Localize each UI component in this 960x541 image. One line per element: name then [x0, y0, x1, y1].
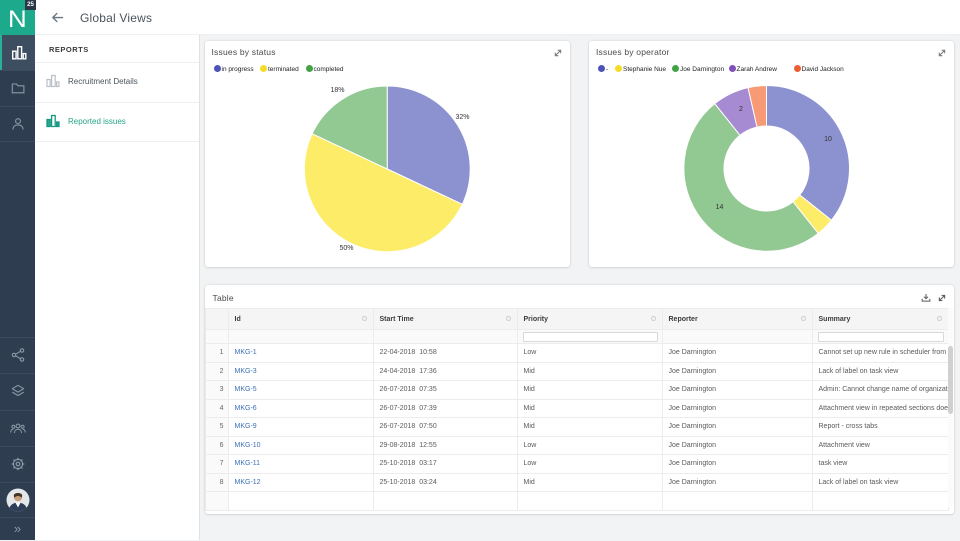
svg-text:14: 14: [716, 204, 724, 211]
svg-text:2: 2: [739, 106, 743, 113]
svg-text:32%: 32%: [455, 114, 469, 121]
svg-text:10: 10: [824, 136, 832, 143]
svg-text:18%: 18%: [330, 87, 344, 94]
svg-text:50%: 50%: [339, 245, 353, 252]
